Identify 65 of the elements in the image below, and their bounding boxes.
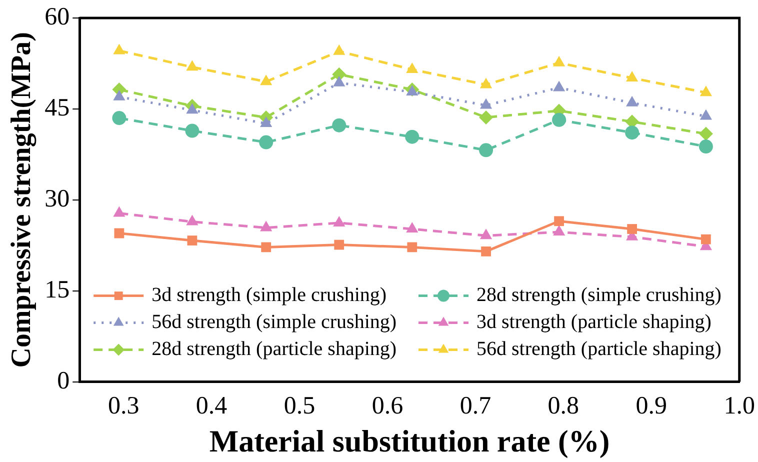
point xyxy=(113,206,126,217)
point xyxy=(186,103,198,114)
y-tick-label: 15 xyxy=(44,276,70,304)
point xyxy=(260,220,272,232)
point xyxy=(333,216,346,226)
x-tick-label: 0.9 xyxy=(636,392,668,420)
point xyxy=(480,78,492,88)
legend-label: 56d strength (particle shaping) xyxy=(476,338,722,360)
point xyxy=(700,109,712,120)
point xyxy=(479,110,494,124)
legend-label: 28d strength (particle shaping) xyxy=(152,338,397,360)
point xyxy=(481,246,491,256)
point xyxy=(406,222,418,233)
point xyxy=(261,242,272,252)
y-tick-label: 60 xyxy=(44,4,70,31)
point xyxy=(332,118,346,132)
point xyxy=(625,126,640,140)
point xyxy=(552,225,566,236)
x-axis-title: Material substitution rate (%) xyxy=(209,423,610,458)
x-tick-label: 0.7 xyxy=(460,392,492,420)
point xyxy=(405,130,420,144)
point xyxy=(186,214,198,226)
point xyxy=(260,116,272,127)
point xyxy=(186,60,198,71)
point xyxy=(552,80,566,92)
point xyxy=(698,126,713,141)
y-tick-label: 0 xyxy=(57,367,70,394)
x-tick-label: 1.0 xyxy=(724,392,755,420)
point xyxy=(552,56,566,66)
point xyxy=(627,224,637,234)
point xyxy=(185,124,200,138)
point xyxy=(480,228,492,240)
legend-label: 3d strength (particle shaping) xyxy=(476,311,712,334)
point xyxy=(698,140,713,154)
point xyxy=(552,112,566,127)
point xyxy=(333,76,346,86)
y-tick-label: 45 xyxy=(44,94,70,122)
y-tick-label: 30 xyxy=(44,185,70,212)
point xyxy=(626,71,638,82)
x-tick-label: 0.4 xyxy=(196,392,228,420)
point xyxy=(700,234,711,244)
point xyxy=(700,86,712,96)
point xyxy=(260,74,272,86)
x-tick-label: 0.3 xyxy=(108,392,140,420)
point xyxy=(554,216,564,226)
x-tick-label: 0.8 xyxy=(548,392,580,420)
legend-label: 3d strength (simple crushing) xyxy=(152,284,387,306)
point xyxy=(626,96,638,106)
legend-label: 28d strength (simple crushing) xyxy=(476,284,722,306)
point xyxy=(480,98,492,109)
x-tick-label: 0.5 xyxy=(284,392,316,420)
y-axis-title: Compressive strength(MPa) xyxy=(6,32,38,368)
point xyxy=(333,44,346,55)
point xyxy=(407,242,418,252)
point xyxy=(112,111,126,126)
x-tick-label: 0.6 xyxy=(372,392,404,420)
point xyxy=(259,135,274,150)
point xyxy=(114,228,124,238)
point xyxy=(479,143,494,158)
point xyxy=(113,44,126,54)
legend-label: 56d strength (simple crushing) xyxy=(152,311,397,334)
point xyxy=(113,90,126,100)
point xyxy=(406,62,418,74)
point xyxy=(187,236,198,246)
point xyxy=(334,240,344,250)
